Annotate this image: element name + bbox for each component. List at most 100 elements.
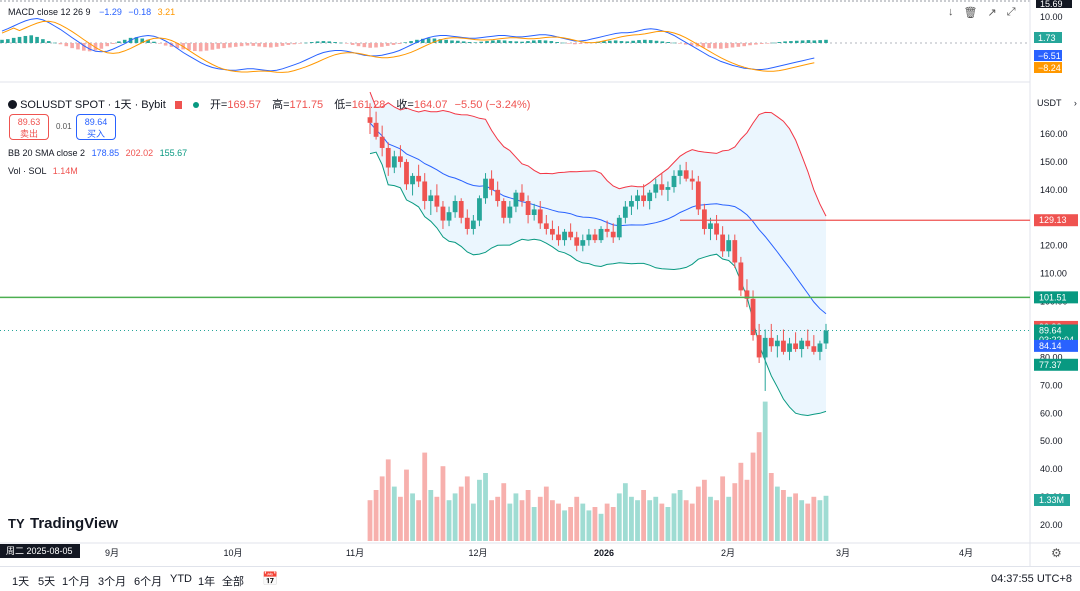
macd-hist-bar — [742, 43, 746, 47]
tf-6m[interactable]: 6个月 — [134, 576, 163, 588]
tf-5d[interactable]: 5天 — [38, 576, 56, 588]
volume-bar — [537, 496, 543, 541]
macd-hist-bar — [198, 43, 203, 52]
tf-all[interactable]: 全部 — [222, 576, 244, 588]
macd-hist-bar — [70, 43, 74, 49]
volume-bar — [543, 486, 549, 541]
macd-hist-bar — [812, 40, 817, 43]
volume-bar — [586, 510, 592, 541]
symbol-legend[interactable]: SOLUSDT SPOT · 1天 · Bybit 开=169.57 高=171… — [8, 96, 530, 112]
macd-hist-bar — [257, 43, 261, 47]
macd-hist-bar — [157, 43, 162, 44]
macd-hist-bar — [520, 41, 524, 43]
macd-hist-bar — [432, 38, 437, 43]
candlesticks — [367, 103, 829, 391]
candle-body — [556, 234, 561, 241]
macd-legend[interactable]: MACD close 12 26 9 −1.29 −0.18 3.21 — [8, 7, 175, 17]
macd-hist-bar — [643, 39, 647, 43]
macd-hist-bar — [444, 39, 448, 43]
candle-body — [525, 201, 531, 215]
macd-hist-bar — [473, 42, 478, 43]
candle-body — [513, 192, 519, 207]
candle-body — [398, 156, 403, 162]
macd-hist-bar — [374, 43, 378, 48]
bb-legend[interactable]: BB 20 SMA close 2 178.85 202.02 155.67 — [8, 148, 187, 158]
candle-body — [568, 231, 574, 238]
price-axis-tag — [1034, 339, 1078, 352]
volume-bar — [513, 493, 519, 541]
tradingview-logo[interactable]: ΤΥ TradingView — [8, 515, 118, 532]
macd-hist-bar — [17, 36, 22, 43]
candle-body — [422, 181, 428, 202]
volume-bar — [458, 486, 464, 541]
macd-hist-bar — [46, 41, 51, 43]
candle-body — [750, 298, 756, 336]
macd-hist-bar — [485, 41, 489, 43]
delete-icon[interactable]: 🗑 — [963, 7, 978, 19]
volume-bar — [568, 507, 574, 541]
settings-gear-icon[interactable]: ⚙ — [1051, 546, 1062, 560]
macd-hist-bar — [759, 43, 764, 44]
price-axis-tag — [1034, 214, 1078, 227]
volume-bar — [738, 462, 744, 541]
volume-bar — [525, 490, 531, 541]
macd-hist-bar — [777, 42, 782, 43]
candle-body — [440, 206, 446, 221]
volume-legend[interactable]: Vol · SOL 1.14M — [8, 166, 78, 176]
macd-value-3: 3.21 — [157, 7, 176, 17]
symbol-ticker[interactable]: SOLUSDT SPOT · 1天 · Bybit — [20, 99, 166, 111]
macd-hist-bar — [683, 43, 688, 45]
sell-label: 卖出 — [19, 129, 38, 139]
horizontal-lines[interactable] — [0, 219, 1030, 332]
tf-3m[interactable]: 3个月 — [98, 576, 127, 588]
macd-hist-bar — [117, 41, 121, 43]
macd-hist-bar — [222, 43, 226, 49]
date-range-icon[interactable]: 📅 — [262, 571, 279, 586]
volume-bar — [391, 486, 397, 541]
macd-hist-bar — [654, 40, 659, 43]
candle-body — [470, 220, 476, 229]
currency-selector[interactable]: USDT › — [1037, 98, 1077, 108]
candle-body — [616, 217, 622, 238]
macd-hist-bar — [76, 43, 80, 50]
volume-bar — [708, 496, 713, 541]
chevron-down-icon: › — [1073, 98, 1077, 108]
volume-bar — [665, 507, 671, 541]
clock[interactable]: 04:37:55 UTC+8 — [990, 573, 1072, 585]
macd-hist-bar — [210, 43, 215, 50]
volume-bar — [385, 459, 391, 541]
volume-bar — [507, 503, 513, 541]
macd-hist-bar — [327, 41, 332, 43]
bb-lower: 155.67 — [159, 148, 188, 158]
tf-1d[interactable]: 1天 — [12, 576, 30, 588]
flag-icon[interactable] — [174, 101, 182, 109]
macd-hist-bar — [286, 43, 291, 45]
candle-body — [373, 122, 379, 137]
volume-bar — [647, 500, 653, 541]
price-axis[interactable]: 160.00150.00140.00130.00120.00110.00100.… — [1034, 129, 1078, 530]
buy-button[interactable]: 89.64 买入 — [76, 114, 116, 140]
tf-1y[interactable]: 1年 — [198, 576, 216, 588]
move-down-icon[interactable]: ↓ — [948, 6, 954, 18]
macd-hist-bar — [274, 43, 279, 47]
macd-pane[interactable]: 15.69 10.00 1.73 −6.51 −8.24 — [0, 0, 1072, 73]
tf-1m[interactable]: 1个月 — [62, 576, 91, 588]
more-icon[interactable]: ↗ — [987, 7, 997, 19]
macd-hist-bar — [175, 43, 180, 49]
macd-hist-bar — [678, 43, 682, 44]
sell-button[interactable]: 89.63 卖出 — [9, 114, 49, 140]
volume-bar — [550, 500, 555, 541]
macd-hist-bar — [187, 43, 191, 51]
candle-body — [580, 240, 586, 246]
price-axis-tick: 160.00 — [1040, 129, 1068, 139]
maximize-icon[interactable]: ⤢ — [1006, 6, 1016, 18]
candle-body — [507, 206, 513, 218]
macd-hist-bar — [339, 42, 343, 44]
time-axis[interactable]: 9月 10月 11月 12月 2026 2月 3月 4月 — [105, 548, 973, 558]
volume-bar — [574, 496, 580, 541]
tf-ytd[interactable]: YTD — [170, 573, 192, 585]
macd-hist-bar — [648, 40, 653, 43]
macd-hist-bar — [315, 41, 320, 43]
macd-hist-bar — [409, 41, 413, 43]
